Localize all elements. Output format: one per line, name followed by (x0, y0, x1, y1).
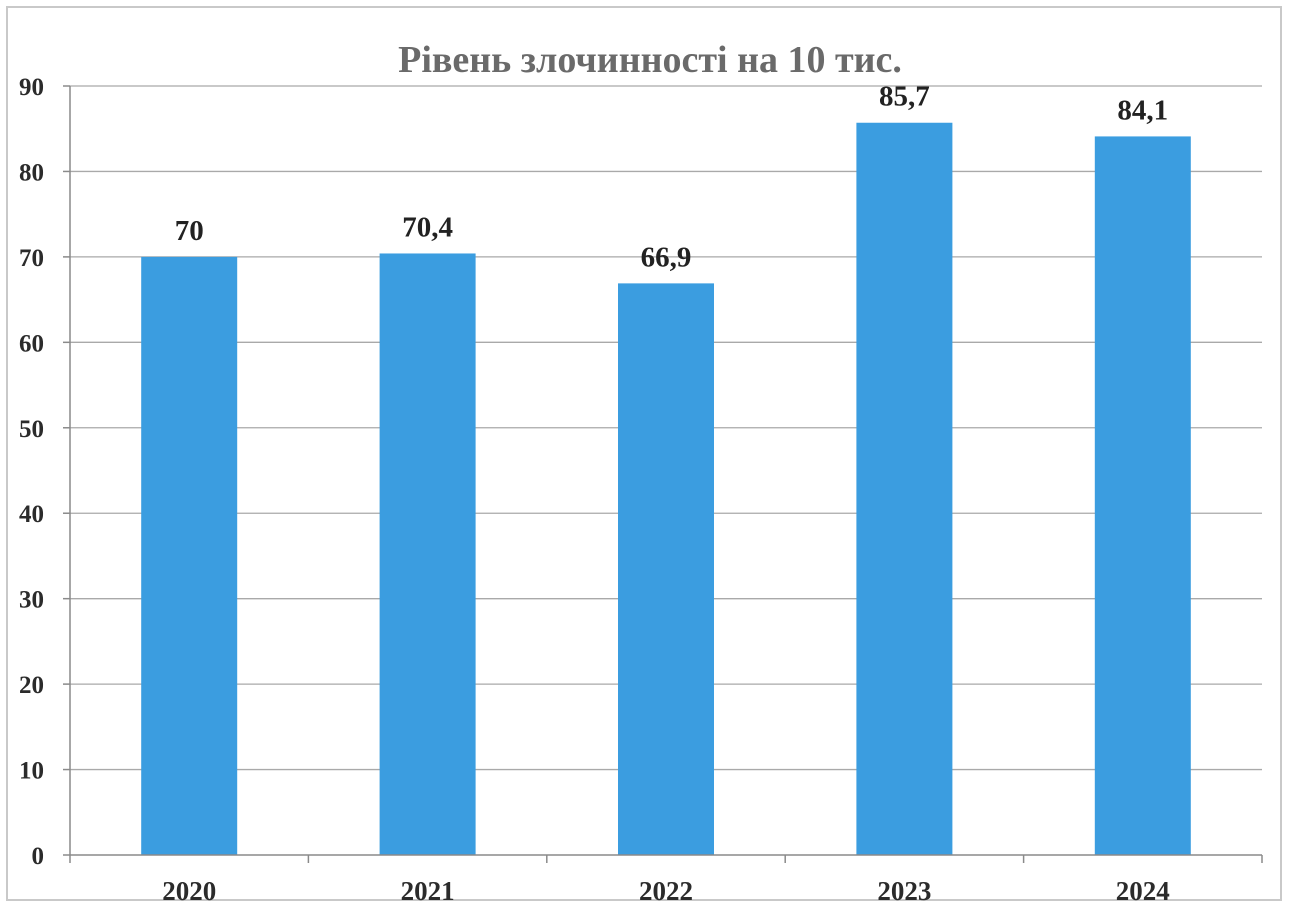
y-tick-label: 80 (19, 159, 44, 186)
bar-2024 (1094, 136, 1191, 855)
chart-title: Рівень злочинності на 10 тис. (398, 39, 902, 81)
axis-layer (63, 85, 1263, 863)
y-tick-label: 50 (19, 416, 44, 443)
x-tick-label: 2023 (877, 876, 931, 906)
data-label-2022: 66,9 (641, 241, 692, 273)
y-tick-label: 0 (32, 843, 45, 870)
data-label-2023: 85,7 (879, 81, 930, 113)
y-tick-label: 70 (19, 245, 44, 272)
x-tick-label: 2024 (1116, 876, 1170, 906)
data-label-2024: 84,1 (1117, 94, 1168, 126)
bar-layer (141, 122, 1191, 856)
x-tick-label: 2020 (162, 876, 216, 906)
x-tick-label: 2021 (401, 876, 455, 906)
data-label-2021: 70,4 (402, 211, 453, 243)
y-tick-label: 30 (19, 587, 44, 614)
bar-2020 (141, 256, 238, 855)
label-layer: 0 10 20 30 40 50 60 70 80 90 70 2020 70,4 2021 66,9 202… (19, 74, 1170, 906)
bar-2023 (856, 122, 953, 856)
bar-2022 (618, 283, 714, 855)
y-tick-label: 60 (19, 330, 44, 357)
y-tick-label: 10 (19, 758, 44, 785)
x-tick-label: 2022 (639, 876, 693, 906)
y-tick-label: 40 (19, 501, 44, 528)
y-tick-label: 20 (19, 672, 44, 699)
y-tick-label: 90 (19, 74, 44, 101)
data-label-2020: 70 (175, 215, 204, 247)
bar-2021 (379, 253, 476, 855)
